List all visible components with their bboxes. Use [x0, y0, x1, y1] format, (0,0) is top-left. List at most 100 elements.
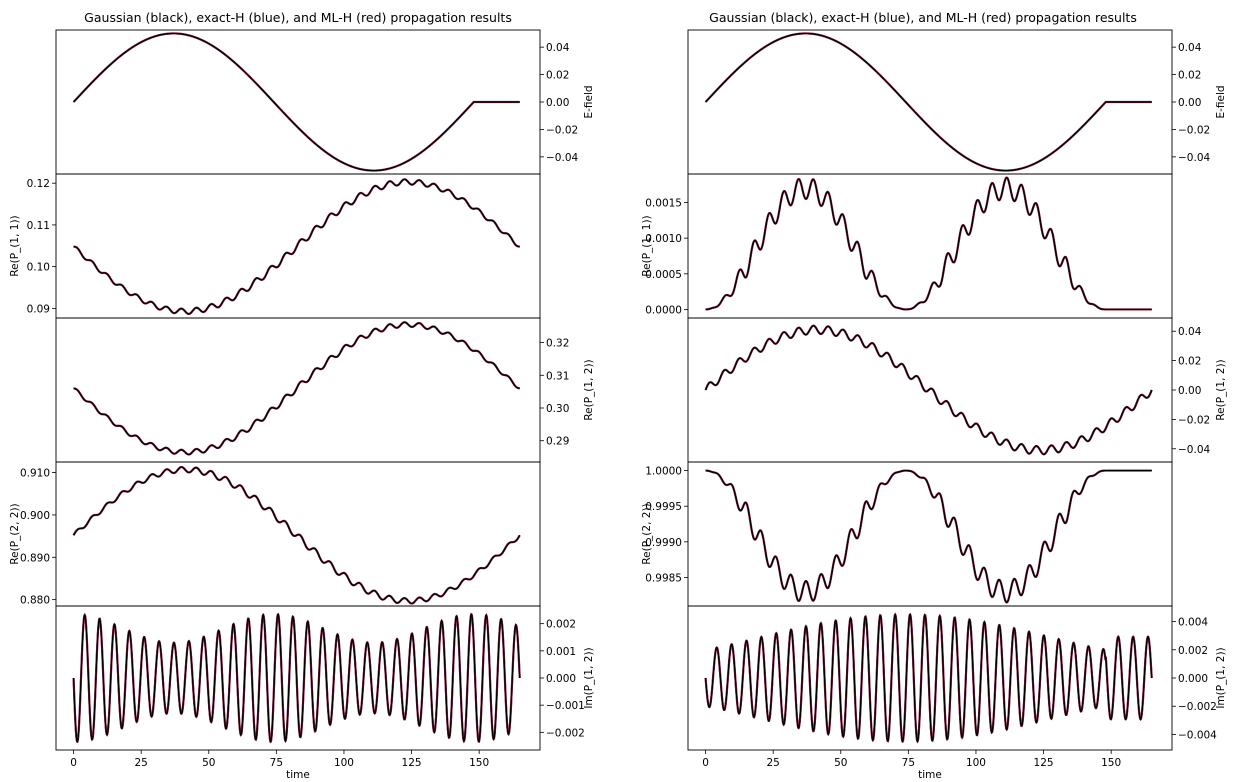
y-tick-label: 0.000 [1178, 673, 1208, 685]
y-tick-label: −0.04 [546, 152, 578, 164]
y-axis-label: Re(P_(1, 1)) [9, 215, 21, 276]
y-axis-label: Re(P_(2, 2)) [641, 503, 653, 564]
y-tick-label: 0.001 [546, 646, 576, 658]
panel-frame [687, 461, 1173, 607]
y-tick-label: −0.04 [1178, 152, 1210, 164]
x-tick-label: 75 [902, 757, 915, 769]
panel-frame [687, 173, 1173, 319]
y-tick-label: −0.02 [1178, 414, 1210, 426]
panel-1: 0.12 0.11 0.10 0.09 Re(P_(1, 1)) [9, 173, 541, 319]
y-tick-label: 0.30 [546, 403, 569, 415]
series-ml-h [705, 469, 1152, 604]
x-tick-label: 150 [469, 757, 489, 769]
x-tick-label: 125 [1034, 757, 1054, 769]
x-tick-label: 100 [966, 757, 986, 769]
y-axis-label: E-field [1215, 85, 1227, 118]
series-exact-h [705, 469, 1152, 604]
y-axis-label: Re(P_(1, 1)) [641, 215, 653, 276]
series-gaussian [72, 613, 521, 743]
y-tick-label: 0.0005 [645, 269, 682, 281]
series-gaussian [73, 32, 520, 172]
y-tick-label: 0.02 [1178, 356, 1201, 368]
series-ml-h [704, 32, 1152, 172]
y-tick-label: 0.02 [1178, 70, 1201, 82]
y-tick-label: 0.002 [1178, 645, 1208, 657]
panel-frame [55, 29, 541, 175]
x-tick-label: 150 [1101, 757, 1121, 769]
x-tick-label: 25 [766, 757, 779, 769]
chart-title: Gaussian (black), exact-H (blue), and ML… [84, 10, 512, 25]
series-gaussian [705, 32, 1152, 172]
chart-right: Gaussian (black), exact-H (blue), and ML… [641, 10, 1227, 781]
y-tick-label: 0.04 [1178, 42, 1202, 54]
y-tick-label: 0.00 [1178, 97, 1201, 109]
y-tick-label: 0.0015 [645, 198, 682, 210]
y-tick-label: 0.9990 [645, 537, 682, 549]
y-tick-label: 0.880 [20, 595, 50, 607]
y-tick-label: 0.04 [1178, 326, 1202, 338]
y-tick-label: 0.02 [546, 70, 569, 82]
y-tick-label: 0.002 [546, 619, 576, 631]
y-tick-label: 0.9995 [645, 501, 682, 513]
x-tick-label: 50 [834, 757, 847, 769]
panel-1: 0.0015 0.0010 0.0005 0.0000 Re(P_(1, 1)) [641, 173, 1173, 319]
panel-4: 0.002 0.001 0.000 −0.001 −0.002 Im(P_(1, 2)) [55, 605, 595, 751]
x-tick-label: 0 [702, 757, 709, 769]
y-axis-label: Re(P_(1, 2)) [583, 359, 595, 420]
y-tick-label: −0.001 [546, 700, 585, 712]
series-gaussian [704, 325, 1153, 455]
y-tick-label: 0.00 [546, 97, 569, 109]
series-exact-h [704, 32, 1152, 172]
panel-2: 0.32 0.31 0.30 0.29 Re(P_(1, 2)) [55, 317, 595, 463]
y-tick-label: 0.00 [1178, 385, 1201, 397]
y-axis-label: E-field [583, 85, 595, 118]
panel-3: 1.0000 0.9995 0.9990 0.9985 Re(P_(2, 2)) [641, 461, 1173, 607]
y-tick-label: 0.11 [27, 220, 50, 232]
panel-2: 0.04 0.02 0.00 −0.02 −0.04 Re(P_(1, 2)) [687, 317, 1227, 463]
y-tick-label: −0.002 [1178, 701, 1217, 713]
y-axis-label: Re(P_(1, 2)) [1215, 359, 1227, 420]
series-gaussian [73, 178, 520, 315]
series-ml-h [72, 32, 520, 172]
panel-0: 0.04 0.02 0.00 −0.02 −0.04 E-field [55, 29, 595, 175]
series-gaussian [73, 321, 520, 456]
y-tick-label: −0.002 [546, 727, 585, 739]
x-tick-label: 0 [70, 757, 77, 769]
y-tick-label: 0.0000 [645, 304, 682, 316]
y-tick-label: 0.12 [27, 178, 50, 190]
x-tick-label: 75 [270, 757, 283, 769]
y-tick-label: 0.09 [27, 303, 50, 315]
panel-frame [55, 317, 541, 463]
y-tick-label: 0.31 [546, 370, 569, 382]
panel-0: 0.04 0.02 0.00 −0.02 −0.04 E-field [687, 29, 1227, 175]
chart-title: Gaussian (black), exact-H (blue), and ML… [709, 10, 1137, 25]
x-tick-label: 25 [134, 757, 147, 769]
x-tick-label: 100 [334, 757, 354, 769]
y-tick-label: −0.02 [1178, 124, 1210, 136]
y-tick-label: 0.004 [1178, 617, 1208, 629]
series-exact-h [72, 32, 520, 172]
y-tick-label: 0.000 [546, 673, 576, 685]
y-tick-label: 0.9985 [645, 572, 682, 584]
series-gaussian [705, 176, 1152, 311]
series-gaussian [705, 469, 1152, 604]
panel-frame [687, 29, 1173, 175]
y-axis-label: Im(P_(1, 2)) [583, 647, 595, 708]
x-tick-label: 50 [202, 757, 215, 769]
x-axis-label: time [286, 769, 310, 781]
y-tick-label: 0.0010 [645, 233, 682, 245]
y-tick-label: −0.004 [1178, 729, 1217, 741]
y-tick-label: 0.04 [546, 42, 570, 54]
series-gaussian [72, 466, 521, 605]
chart-left: Gaussian (black), exact-H (blue), and ML… [9, 10, 595, 781]
y-tick-label: 0.900 [20, 510, 50, 522]
y-axis-label: Im(P_(1, 2)) [1215, 647, 1227, 708]
series-exact-h [705, 176, 1152, 311]
y-tick-label: 1.0000 [645, 466, 682, 478]
x-axis-label: time [918, 769, 942, 781]
y-tick-label: −0.02 [546, 124, 578, 136]
series-gaussian [704, 613, 1153, 743]
y-axis-label: Re(P_(2, 2)) [9, 503, 21, 564]
panel-4: 0.004 0.002 0.000 −0.002 −0.004 Im(P_(1, 2)) [687, 605, 1227, 751]
